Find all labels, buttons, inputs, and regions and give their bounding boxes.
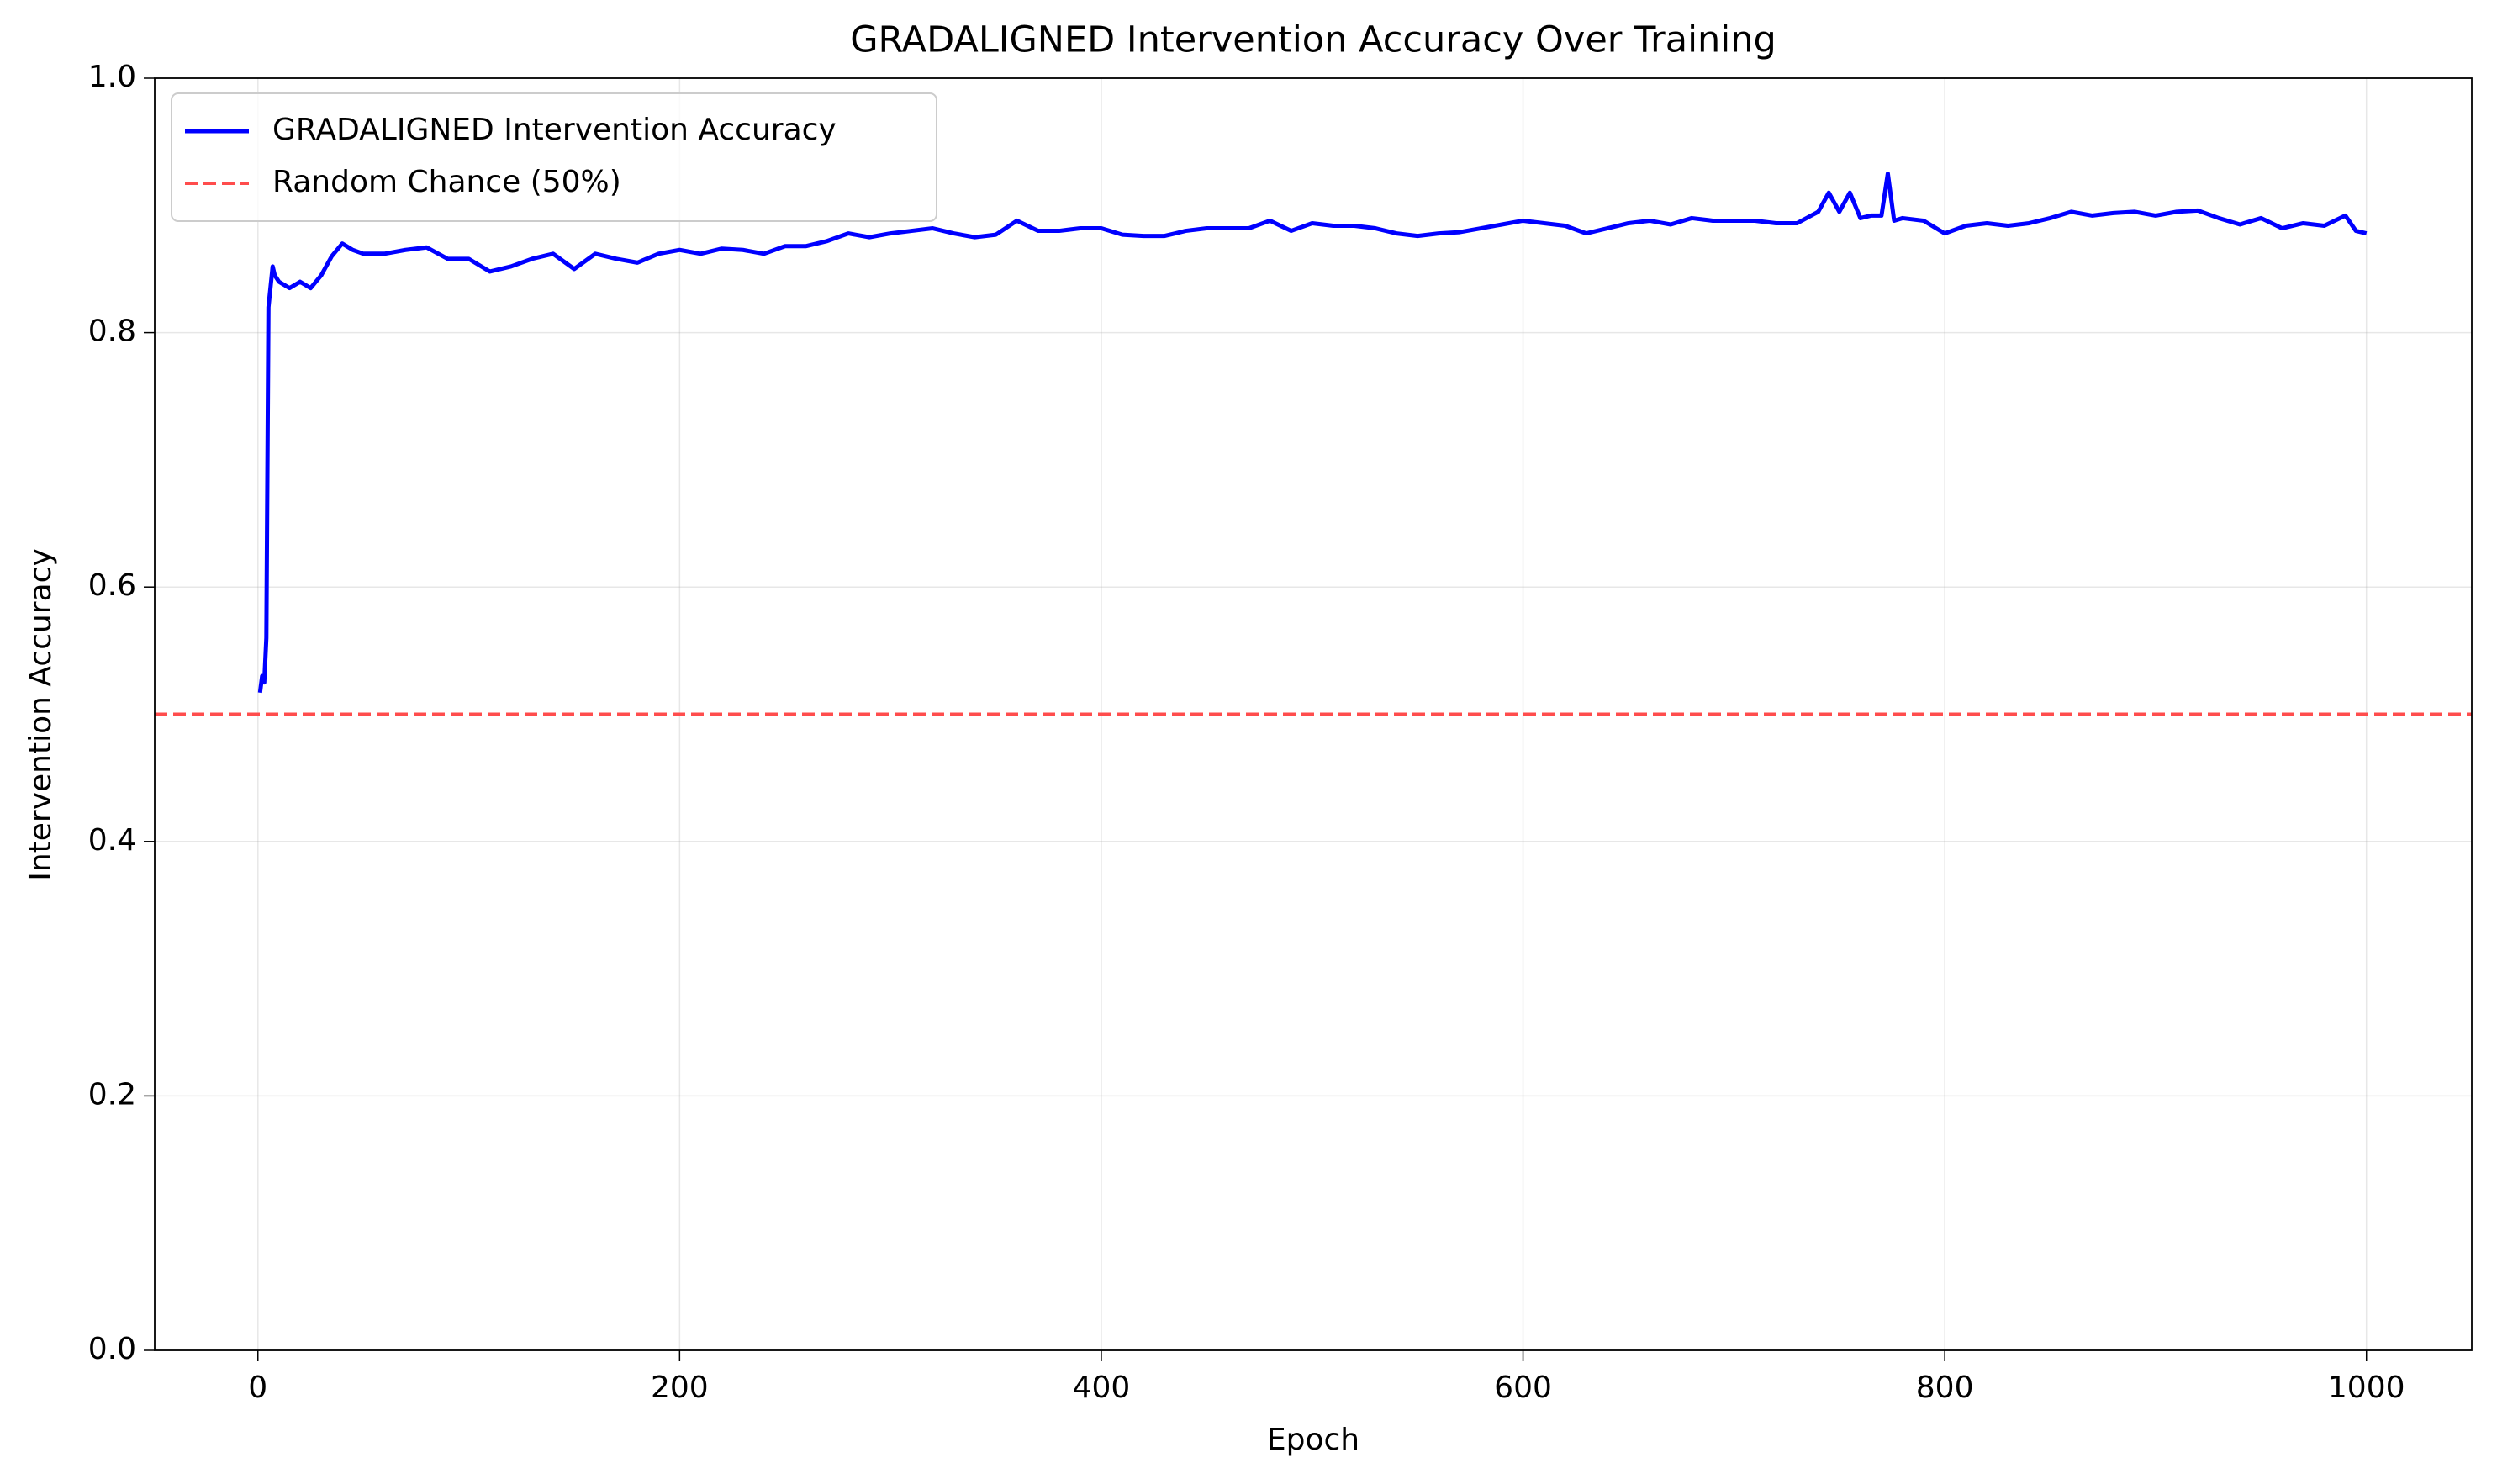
legend-label: Random Chance (50%) [272, 165, 621, 199]
x-tick-label: 200 [651, 1370, 709, 1405]
x-axis-label: Epoch [1267, 1423, 1359, 1457]
y-axis-label: Intervention Accuracy [24, 548, 58, 881]
x-tick-label: 800 [1916, 1370, 1974, 1405]
legend-box [171, 92, 937, 222]
legend-label: GRADALIGNED Intervention Accuracy [272, 113, 837, 147]
data-line [257, 171, 2368, 694]
plot-frame [154, 77, 2473, 1351]
y-tick-label: 0.6 [88, 568, 136, 603]
y-tick-label: 0.0 [88, 1332, 136, 1366]
x-tick-label: 1000 [2328, 1370, 2405, 1405]
y-tick-label: 0.8 [88, 314, 136, 349]
y-tick-label: 0.2 [88, 1077, 136, 1112]
y-tick-label: 0.4 [88, 823, 136, 858]
x-tick-label: 600 [1494, 1370, 1552, 1405]
x-tick-label: 0 [248, 1370, 267, 1405]
x-tick-label: 400 [1073, 1370, 1131, 1405]
y-tick-label: 1.0 [88, 60, 136, 94]
chart-title: GRADALIGNED Intervention Accuracy Over T… [850, 19, 1776, 61]
